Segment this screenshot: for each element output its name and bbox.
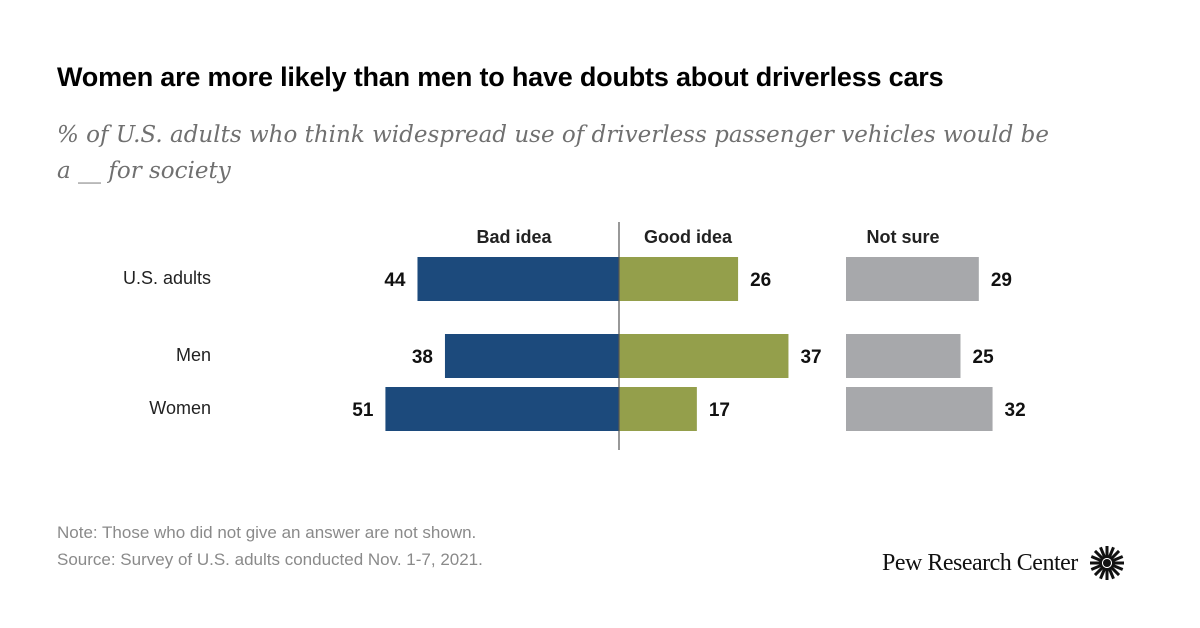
data-label-bad-idea: 38 [412, 347, 433, 368]
category-label: Men [176, 345, 211, 365]
data-label-good-idea: 37 [800, 347, 821, 368]
bar-bad-idea [417, 257, 619, 301]
data-label-not-sure: 25 [973, 347, 995, 368]
data-label-bad-idea: 51 [352, 400, 374, 421]
data-label-good-idea: 26 [750, 270, 771, 291]
bar-good-idea [619, 387, 697, 431]
pew-logo: Pew Research Center [882, 544, 1126, 582]
bar-bad-idea [444, 334, 619, 378]
category-label: U.S. adults [123, 268, 211, 288]
legend-bad-idea: Bad idea [476, 227, 552, 247]
data-label-not-sure: 29 [991, 270, 1012, 291]
legend-good-idea: Good idea [644, 227, 733, 247]
bar-good-idea [619, 334, 789, 378]
bar-not-sure [846, 387, 993, 431]
chart-subtitle: % of U.S. adults who think widespread us… [57, 122, 1050, 184]
data-label-bad-idea: 44 [384, 270, 406, 291]
source-text: Source: Survey of U.S. adults conducted … [57, 550, 483, 569]
bar-not-sure [846, 257, 979, 301]
data-label-good-idea: 17 [709, 400, 730, 421]
legend-not-sure: Not sure [866, 227, 939, 247]
data-label-not-sure: 32 [1005, 400, 1026, 421]
chart-title: Women are more likely than men to have d… [57, 62, 944, 92]
bar-not-sure [846, 334, 961, 378]
pew-sunburst-icon [1089, 546, 1124, 580]
note-text: Note: Those who did not give an answer a… [57, 523, 477, 542]
footnotes: Note: Those who did not give an answer a… [57, 519, 483, 573]
bar-bad-idea [385, 387, 619, 431]
bar-good-idea [619, 257, 739, 301]
logo-text: Pew Research Center [882, 549, 1078, 576]
category-label: Women [149, 398, 211, 418]
